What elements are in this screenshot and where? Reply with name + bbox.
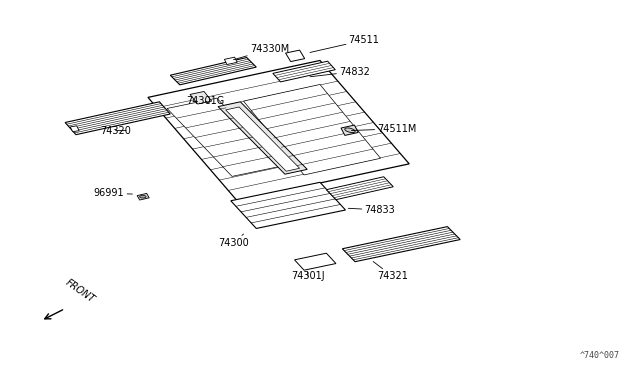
Text: 96991: 96991	[94, 188, 132, 198]
Polygon shape	[137, 193, 149, 200]
Polygon shape	[294, 253, 336, 270]
Polygon shape	[170, 58, 256, 85]
Text: 74833: 74833	[348, 205, 396, 215]
Polygon shape	[167, 98, 282, 176]
Polygon shape	[218, 102, 307, 174]
Text: 74511: 74511	[310, 35, 380, 52]
Polygon shape	[226, 107, 300, 171]
Polygon shape	[244, 84, 381, 175]
Polygon shape	[190, 92, 212, 104]
Text: 74300: 74300	[218, 234, 249, 248]
Polygon shape	[225, 57, 237, 64]
Polygon shape	[326, 177, 394, 200]
Polygon shape	[231, 182, 346, 228]
Text: 74832: 74832	[310, 67, 370, 77]
Text: ^740^007: ^740^007	[579, 350, 620, 359]
Ellipse shape	[345, 128, 355, 132]
Polygon shape	[148, 61, 409, 201]
Polygon shape	[65, 102, 170, 135]
Polygon shape	[342, 227, 460, 262]
Text: 74320: 74320	[100, 126, 131, 136]
Text: 74330M: 74330M	[234, 44, 289, 60]
Polygon shape	[70, 126, 79, 132]
Text: 74511M: 74511M	[351, 124, 417, 134]
Polygon shape	[273, 61, 335, 82]
Polygon shape	[341, 125, 358, 135]
Text: 74301G: 74301G	[186, 96, 225, 106]
Text: 74321: 74321	[373, 262, 408, 282]
Text: 74301J: 74301J	[291, 272, 325, 282]
Ellipse shape	[140, 195, 146, 198]
Text: FRONT: FRONT	[63, 278, 96, 305]
Polygon shape	[285, 50, 305, 62]
